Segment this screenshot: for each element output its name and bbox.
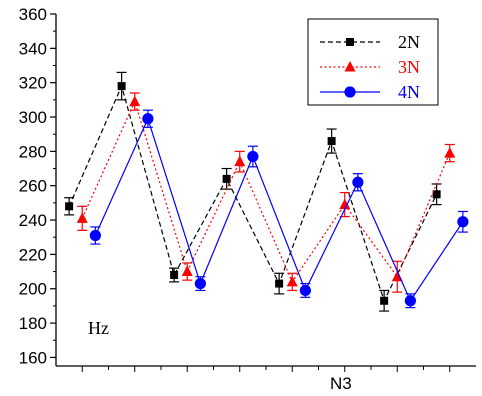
data-point-3n <box>129 95 141 107</box>
data-point-2n <box>65 202 74 211</box>
y-tick-label: 220 <box>19 245 47 264</box>
data-point-2n <box>117 82 126 91</box>
data-point-3n <box>181 265 193 277</box>
data-point-2n <box>275 279 284 288</box>
legend-marker-3n <box>344 61 356 72</box>
hz-annotation: Hz <box>88 318 109 338</box>
legend: 2N 3N 4N <box>307 18 439 106</box>
data-point-4n <box>194 277 206 290</box>
series-line-2n <box>68 84 438 303</box>
data-point-3n <box>76 212 88 223</box>
data-point-2n <box>327 137 336 146</box>
data-point-4n <box>89 229 101 242</box>
y-tick-label: 240 <box>19 211 47 230</box>
data-point-2n <box>432 190 441 199</box>
y-tick-label: 280 <box>19 142 47 161</box>
data-point-3n <box>339 198 351 210</box>
y-tick-label: 180 <box>19 314 47 333</box>
data-point-2n <box>170 270 179 279</box>
series-line-4n <box>94 117 464 302</box>
data-point-4n <box>299 284 311 297</box>
data-point-2n <box>380 296 389 305</box>
y-tick-label: 160 <box>19 348 47 367</box>
legend-label-2n: 2N <box>398 32 420 52</box>
data-point-4n <box>142 113 154 125</box>
legend-marker-2n <box>346 38 354 46</box>
x-axis-label: N3 <box>330 374 352 393</box>
y-tick-label: 340 <box>19 39 47 58</box>
data-point-4n <box>247 150 259 163</box>
y-tick-label: 200 <box>19 280 47 299</box>
legend-marker-4n <box>344 86 356 98</box>
legend-label-4n: 4N <box>398 82 420 102</box>
data-point-3n <box>234 155 246 167</box>
data-point-2n <box>222 174 231 183</box>
data-point-3n <box>444 147 456 158</box>
data-point-4n <box>352 176 364 188</box>
data-point-4n <box>457 216 469 228</box>
y-tick-label: 360 <box>19 5 47 24</box>
legend-box <box>307 18 439 106</box>
y-tick-label: 300 <box>19 108 47 127</box>
data-point-3n <box>286 275 298 287</box>
y-tick-label: 320 <box>19 74 47 93</box>
data-point-4n <box>404 295 416 307</box>
y-tick-label: 260 <box>19 177 47 196</box>
plot-area: 160 180 200 220 240 260 280 300 320 340 360 <box>19 5 476 372</box>
series-line-3n <box>81 99 451 284</box>
legend-label-3n: 3N <box>398 57 420 77</box>
